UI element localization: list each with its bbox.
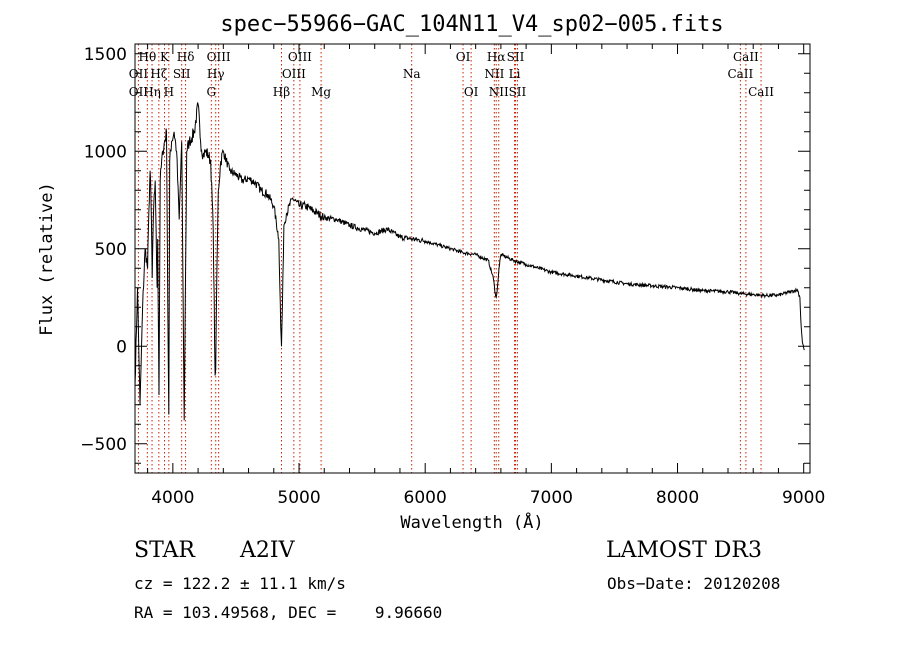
- y-axis-label: Flux (relative): [37, 182, 57, 336]
- redshift-value: cz = 122.2 ± 11.1 km/s: [134, 574, 346, 593]
- survey-name: LAMOST DR3: [606, 538, 762, 563]
- x-tick-label: 6000: [404, 488, 447, 508]
- x-tick-label: 8000: [656, 488, 699, 508]
- line-label: SII: [507, 50, 525, 64]
- emission-line-markers: [137, 44, 762, 473]
- line-label: CaII: [733, 50, 759, 64]
- line-label: CaII: [727, 67, 753, 81]
- line-label: NII: [489, 85, 509, 99]
- y-tick-label: 1500: [84, 45, 127, 65]
- x-axis-label: Wavelength (Å): [400, 511, 543, 533]
- line-label: OII: [129, 67, 149, 81]
- line-label: Na: [403, 67, 421, 81]
- line-label: OIII: [207, 50, 231, 64]
- line-label: Hβ: [273, 85, 290, 99]
- line-label: NII: [484, 67, 504, 81]
- line-label: Hδ: [177, 50, 195, 64]
- y-axis-ticks: −500 0 500 1000 1500: [80, 45, 810, 464]
- observation-date: Obs−Date: 20120208: [607, 574, 781, 593]
- y-tick-label: 500: [95, 240, 127, 260]
- x-tick-label: 5000: [277, 488, 320, 508]
- x-axis-ticks: 4000 5000 6000 7000 8000 9000: [147, 44, 825, 508]
- line-label: OI: [456, 50, 471, 64]
- x-tick-label: 4000: [151, 488, 194, 508]
- y-tick-label: 1000: [84, 142, 127, 162]
- sky-coordinates: RA = 103.49568, DEC = 9.96660: [134, 603, 443, 622]
- x-tick-label: 9000: [782, 488, 825, 508]
- line-label: Hζ: [150, 67, 167, 81]
- y-tick-label: 0: [116, 337, 127, 357]
- line-label: OIII: [288, 50, 312, 64]
- line-label: K: [160, 50, 170, 64]
- line-label: Hγ: [207, 67, 225, 81]
- line-label: Hθ: [139, 50, 157, 64]
- x-tick-label: 7000: [530, 488, 573, 508]
- spectral-subclass: A2IV: [240, 538, 295, 563]
- line-label: Hη: [143, 85, 161, 99]
- line-label: Li: [509, 67, 521, 81]
- line-label: Hα: [487, 50, 506, 64]
- line-label: SII: [173, 67, 191, 81]
- y-tick-label: −500: [80, 435, 127, 455]
- line-label: CaII: [748, 85, 774, 99]
- line-label: OI: [464, 85, 479, 99]
- line-label: SII: [509, 85, 527, 99]
- object-class: STAR: [134, 538, 195, 563]
- line-label: G: [207, 85, 217, 99]
- line-label: Mg: [311, 85, 331, 99]
- chart-title: spec−55966−GAC_104N11_V4_sp02−005.fits: [220, 12, 723, 37]
- line-label: OII: [129, 85, 149, 99]
- spectrum-line: [134, 102, 805, 421]
- line-label: H: [164, 85, 174, 99]
- plot-frame: [134, 43, 811, 474]
- line-label: OIII: [282, 67, 306, 81]
